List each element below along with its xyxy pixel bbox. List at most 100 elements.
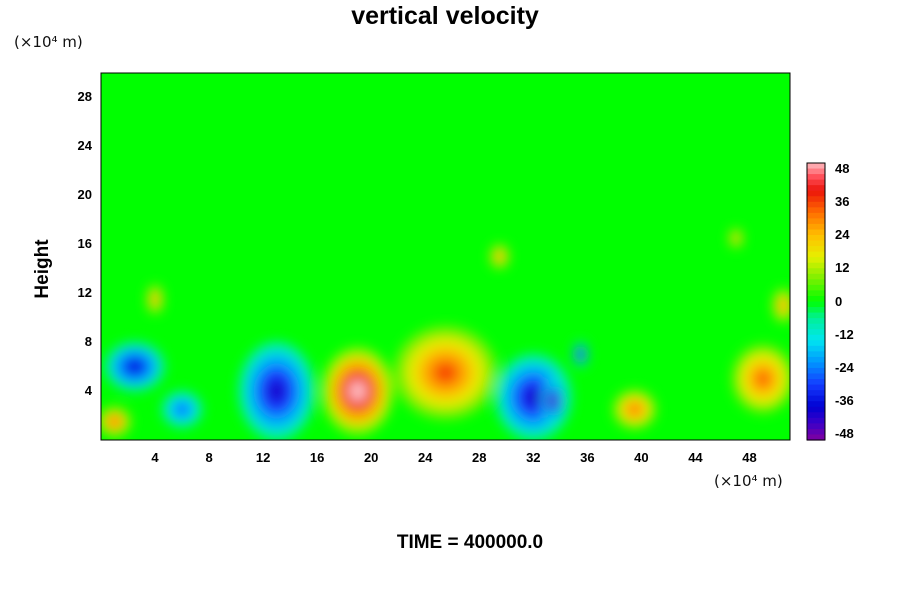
colorbar-band: [807, 251, 825, 258]
y-tick-label: 4: [84, 383, 92, 399]
time-footer: TIME = 400000.0: [396, 532, 544, 553]
updraft-region: [153, 295, 158, 303]
colorbar-band: [807, 362, 825, 369]
colorbar-band: [807, 423, 825, 430]
colorbar-band: [807, 201, 825, 208]
y-tick-label: 16: [77, 236, 92, 252]
colorbar-band: [807, 312, 825, 319]
colorbar-band: [807, 196, 825, 203]
colorbar-band: [807, 367, 825, 375]
colorbar-band: [807, 257, 825, 264]
colorbar-band: [807, 185, 825, 192]
colorbar-band: [807, 417, 825, 424]
colorbar-band: [807, 268, 825, 275]
colorbar-band: [807, 301, 825, 308]
x-tick-label: 40: [634, 450, 649, 465]
colorbar-band: [807, 223, 825, 231]
colorbar-band: [807, 207, 825, 214]
colorbar-band: [807, 412, 825, 419]
colorbar-band: [807, 334, 825, 341]
downdraft-region: [550, 395, 557, 407]
x-tick-label: 24: [418, 450, 433, 465]
downdraft-region: [176, 404, 188, 415]
colorbar-tick-label: -24: [835, 359, 854, 375]
chart-title: vertical velocity: [351, 2, 539, 30]
x-tick-label: 44: [688, 450, 703, 465]
colorbar-band: [807, 434, 825, 441]
colorbar-band: [807, 174, 825, 181]
colorbar-band: [807, 307, 825, 314]
colorbar-tick-label: -12: [835, 326, 854, 342]
x-tick-label: 8: [205, 450, 213, 465]
updraft-region: [110, 417, 119, 426]
y-tick-label: 28: [77, 89, 92, 105]
colorbar-band: [807, 262, 825, 269]
colorbar-band: [807, 345, 825, 352]
updraft-region: [497, 253, 502, 260]
colorbar-band: [807, 168, 825, 175]
colorbar-band: [807, 212, 825, 219]
y-tick-label: 12: [77, 285, 92, 301]
x-tick-label: 48: [742, 450, 757, 465]
colorbar-tick-label: -48: [835, 426, 854, 442]
x-tick-label: 20: [363, 450, 379, 465]
y-tick-label: 24: [77, 138, 92, 154]
downdraft-region: [127, 360, 143, 373]
updraft-region: [432, 361, 459, 385]
downdraft-region: [578, 351, 583, 358]
x-tick-label: 32: [526, 450, 541, 465]
colorbar-band: [807, 323, 825, 330]
colorbar-band: [807, 401, 825, 408]
updraft-region: [629, 404, 641, 415]
colorbar-band: [807, 406, 825, 413]
colorbar-band: [807, 163, 825, 170]
colorbar-band: [807, 340, 825, 347]
colorbar-tick-label: 24: [835, 227, 850, 243]
colorbar-band: [807, 284, 825, 292]
colorbar-band: [807, 273, 825, 280]
y-tick-label: 20: [77, 187, 92, 203]
downdraft-region: [523, 386, 543, 408]
downdraft-region: [267, 378, 287, 404]
updraft-region: [755, 370, 771, 388]
x-axis-unit: (×10⁴ m): [714, 472, 783, 490]
x-tick-label: 28: [472, 450, 487, 465]
colorbar-tick-label: 12: [835, 260, 850, 276]
colorbar-band: [807, 318, 825, 325]
colorbar-band: [807, 384, 825, 391]
colorbar-band: [807, 240, 825, 247]
colorbar-band: [807, 235, 825, 242]
y-axis-unit: (×10⁴ m): [14, 33, 83, 51]
colorbar-band: [807, 218, 825, 225]
x-tick-label: 12: [255, 450, 271, 465]
colorbar-tick-label: 0: [835, 293, 843, 309]
x-tick-label: 4: [151, 450, 159, 465]
colorbar-band: [807, 290, 825, 297]
colorbar-band: [807, 351, 825, 358]
updraft-region: [348, 380, 367, 402]
updraft-region: [734, 235, 738, 241]
colorbar-band: [807, 379, 825, 386]
colorbar-band: [807, 329, 825, 336]
colorbar-band: [807, 356, 825, 364]
colorbar-tick-label: -36: [835, 393, 854, 409]
x-tick-label: 36: [580, 450, 595, 465]
colorbar-tick-label: 48: [835, 160, 850, 176]
colorbar-band: [807, 190, 825, 197]
colorbar-band: [807, 390, 825, 397]
colorbar-band: [807, 246, 825, 253]
colorbar-band: [807, 428, 825, 436]
colorbar-band: [807, 373, 825, 380]
colorbar-tick-label: 36: [835, 193, 850, 209]
updraft-region: [780, 301, 786, 310]
colorbar-band: [807, 279, 825, 286]
colorbar-band: [807, 179, 825, 186]
y-tick-label: 8: [84, 334, 92, 350]
colorbar-band: [807, 395, 825, 402]
colorbar-frame: [806, 162, 826, 441]
plot-frame: [100, 72, 791, 441]
colorbar-band: [807, 229, 825, 236]
x-tick-label: 16: [309, 450, 325, 465]
colorbar-band: [807, 295, 825, 303]
